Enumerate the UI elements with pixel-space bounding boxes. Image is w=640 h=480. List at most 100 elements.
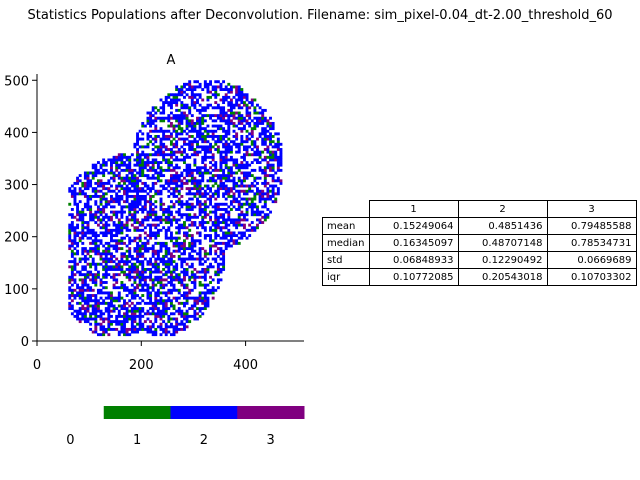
image-pixel (115, 257, 119, 261)
image-pixel (185, 314, 189, 318)
image-pixel (185, 294, 189, 297)
image-pixel (89, 181, 93, 185)
image-pixel (112, 179, 116, 183)
image-pixel (271, 163, 275, 167)
image-pixel (258, 111, 262, 115)
image-pixel (258, 166, 262, 170)
image-pixel (266, 163, 270, 167)
image-pixel (237, 168, 241, 172)
image-pixel (198, 262, 202, 266)
image-pixel (89, 262, 93, 266)
image-pixel (185, 166, 189, 170)
image-pixel (104, 286, 108, 290)
image-pixel (183, 304, 186, 308)
image-pixel (219, 179, 223, 183)
image-pixel (141, 132, 145, 136)
image-pixel (180, 116, 184, 120)
image-pixel (91, 281, 95, 284)
image-pixel (138, 307, 142, 311)
image-pixel (70, 312, 74, 316)
image-pixel (211, 93, 215, 97)
image-pixel (169, 299, 173, 303)
image-pixel (229, 231, 233, 235)
image-pixel (224, 148, 228, 151)
image-pixel (115, 296, 119, 300)
image-pixel (190, 174, 194, 178)
image-pixel (76, 234, 80, 238)
image-pixel (185, 301, 189, 305)
image-pixel (154, 270, 158, 274)
image-pixel (206, 270, 210, 274)
image-pixel (227, 116, 231, 120)
image-pixel (263, 148, 267, 151)
image-pixel (104, 252, 108, 256)
image-pixel (196, 275, 199, 279)
image-pixel (185, 93, 189, 97)
image-pixel (167, 325, 171, 329)
image-pixel (154, 257, 158, 261)
image-pixel (133, 249, 137, 253)
image-pixel (117, 181, 121, 185)
image-pixel (214, 168, 218, 172)
image-pixel (177, 192, 181, 196)
image-pixel (130, 213, 134, 217)
image-pixel (149, 294, 153, 297)
image-pixel (269, 194, 272, 198)
image-pixel (185, 267, 189, 271)
image-pixel (183, 234, 186, 238)
image-pixel (188, 278, 192, 282)
image-pixel (258, 168, 262, 172)
image-pixel (159, 145, 163, 149)
image-pixel (83, 254, 87, 258)
image-pixel (86, 236, 90, 240)
image-pixel (133, 145, 137, 149)
image-pixel (76, 317, 80, 321)
image-pixel (117, 155, 121, 159)
image-pixel (151, 208, 155, 211)
image-pixel (149, 119, 153, 123)
image-pixel (94, 309, 98, 313)
image-pixel (180, 85, 184, 89)
image-pixel (104, 205, 108, 209)
image-pixel (211, 119, 215, 123)
image-pixel (193, 312, 197, 316)
image-pixel (138, 317, 142, 321)
image-pixel (209, 215, 212, 219)
image-pixel (133, 304, 137, 308)
image-pixel (115, 286, 119, 290)
image-pixel (164, 236, 168, 240)
image-pixel (125, 286, 129, 290)
image-pixel (175, 278, 179, 282)
image-pixel (263, 218, 267, 222)
image-pixel (250, 184, 254, 188)
image-pixel (269, 184, 272, 188)
image-pixel (76, 202, 80, 206)
image-pixel (177, 312, 181, 316)
image-pixel (136, 265, 139, 269)
image-pixel (164, 262, 168, 266)
image-pixel (224, 179, 228, 183)
image-pixel (219, 215, 223, 219)
image-pixel (185, 325, 189, 329)
image-pixel (83, 205, 87, 209)
image-pixel (222, 184, 226, 188)
image-pixel (164, 148, 168, 151)
image-pixel (83, 307, 87, 311)
image-pixel (164, 247, 168, 251)
image-pixel (196, 168, 199, 172)
image-pixel (245, 114, 249, 118)
image-pixel (130, 205, 134, 209)
image-pixel (141, 275, 145, 279)
image-pixel (256, 181, 259, 185)
image-pixel (76, 309, 80, 313)
image-pixel (198, 168, 202, 172)
image-pixel (123, 179, 126, 183)
image-pixel (263, 116, 267, 120)
image-pixel (185, 192, 189, 196)
image-pixel (193, 213, 197, 217)
image-pixel (180, 93, 184, 97)
image-pixel (133, 247, 137, 251)
image-pixel (96, 247, 100, 251)
image-pixel (78, 320, 82, 324)
image-pixel (159, 228, 163, 232)
